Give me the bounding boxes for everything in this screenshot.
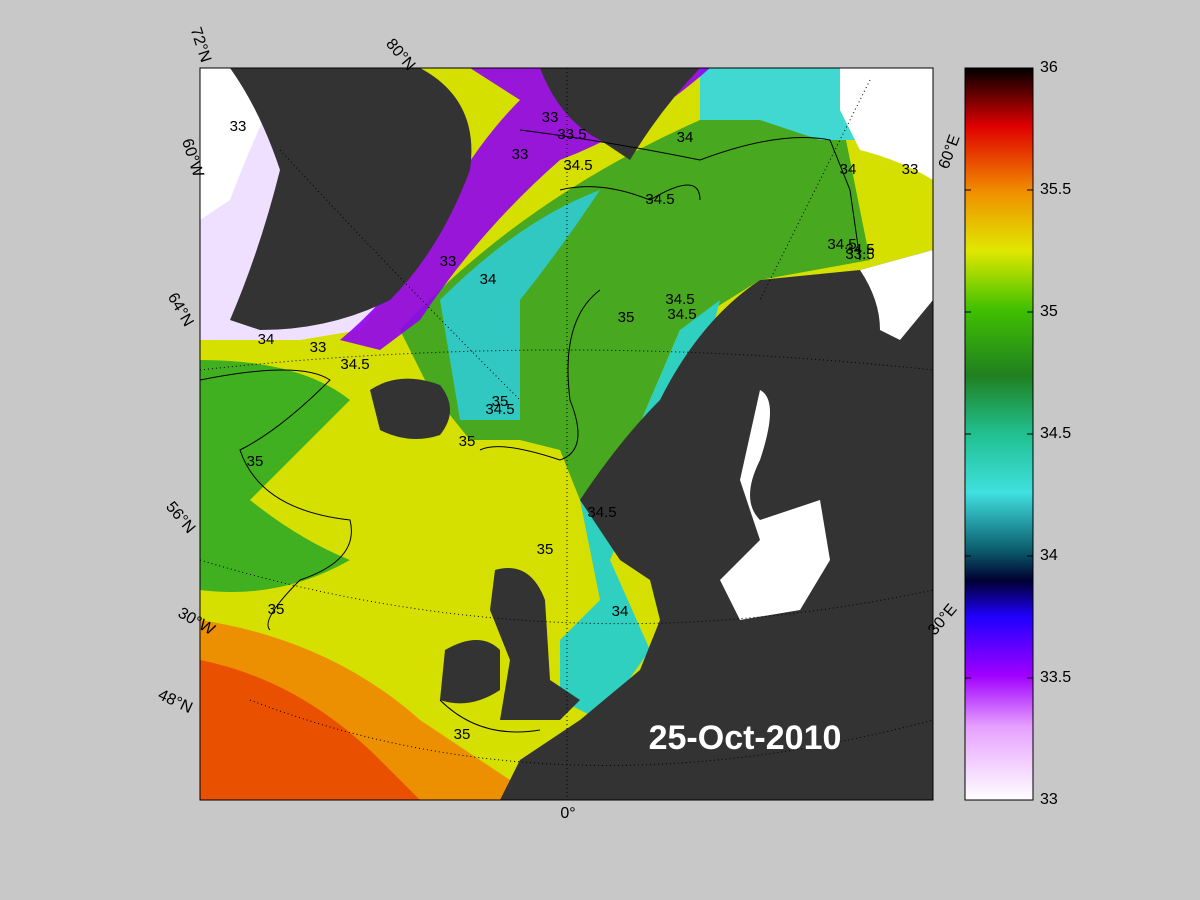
britain bbox=[490, 568, 580, 720]
white-sea bbox=[860, 250, 933, 340]
colorbar-tick-label: 34.5 bbox=[1040, 425, 1071, 442]
colorbar-tick-label: 36 bbox=[1040, 59, 1058, 76]
contour-label: 34 bbox=[258, 331, 275, 348]
green-water bbox=[200, 360, 350, 592]
contour-label: 33 bbox=[310, 339, 327, 356]
contours bbox=[200, 129, 861, 733]
contour-label: 34.5 bbox=[563, 157, 592, 174]
contour-label: 33 bbox=[512, 146, 529, 163]
svalbard bbox=[540, 68, 700, 160]
contour-label: 34.5 bbox=[665, 291, 694, 308]
graticule-label: 60°E bbox=[936, 133, 964, 172]
contour-label: 35 bbox=[459, 433, 476, 450]
contour-label: 34 bbox=[677, 129, 694, 146]
baltic bbox=[720, 390, 830, 620]
colorbar-tick-label: 34 bbox=[1040, 547, 1058, 564]
graticule-label: 48°N bbox=[155, 686, 195, 717]
contour-label: 35 bbox=[618, 309, 635, 326]
graticule-label: 56°N bbox=[162, 499, 198, 537]
contour-label: 35 bbox=[537, 541, 554, 558]
teal-water bbox=[700, 68, 870, 140]
map-frame bbox=[199, 67, 934, 801]
colorbar-tick-label: 33.5 bbox=[1040, 669, 1071, 686]
contour-label: 34.5 bbox=[340, 356, 369, 373]
contour-label: 35 bbox=[247, 453, 264, 470]
fresh-water bbox=[340, 68, 710, 350]
contour-label: 35 bbox=[492, 393, 509, 410]
contour-label: 33 bbox=[902, 161, 919, 178]
warm-water bbox=[200, 660, 420, 800]
contour-label: 34 bbox=[840, 161, 857, 178]
graticule-label: 72°N bbox=[187, 25, 214, 64]
contour-label: 35 bbox=[454, 726, 471, 743]
teal-water bbox=[440, 190, 600, 420]
colorbar bbox=[964, 67, 1034, 801]
contour-label: 34.5 bbox=[667, 306, 696, 323]
ice bbox=[840, 68, 933, 180]
date-label: 25-Oct-2010 bbox=[649, 719, 842, 757]
contour-label: 34.5 bbox=[645, 191, 674, 208]
colorbar-tick-label: 33 bbox=[1040, 791, 1058, 808]
contour-label: 34.5 bbox=[827, 236, 856, 253]
contour-label: 35 bbox=[268, 601, 285, 618]
contour-label: 34.5 bbox=[485, 401, 514, 418]
europe bbox=[500, 250, 933, 800]
contour-label: 33.5 bbox=[845, 246, 874, 263]
contour-label: 33.5 bbox=[557, 126, 586, 143]
colorbar-tick-label: 35.5 bbox=[1040, 181, 1071, 198]
graticule-label: 64°N bbox=[164, 290, 197, 329]
ireland bbox=[440, 640, 500, 704]
contour-label: 34 bbox=[480, 271, 497, 288]
graticule bbox=[200, 68, 933, 800]
contour-label: 34.5 bbox=[845, 241, 874, 258]
greenland bbox=[230, 68, 472, 330]
iceland bbox=[370, 378, 450, 439]
contour-label: 33 bbox=[440, 253, 457, 270]
contour-label: 34.5 bbox=[587, 504, 616, 521]
contour-label: 33 bbox=[542, 109, 559, 126]
contour-label: 34 bbox=[612, 603, 629, 620]
contour-label: 33 bbox=[230, 118, 247, 135]
colorbar-tick-label: 35 bbox=[1040, 303, 1058, 320]
graticule-label: 0° bbox=[560, 805, 575, 822]
